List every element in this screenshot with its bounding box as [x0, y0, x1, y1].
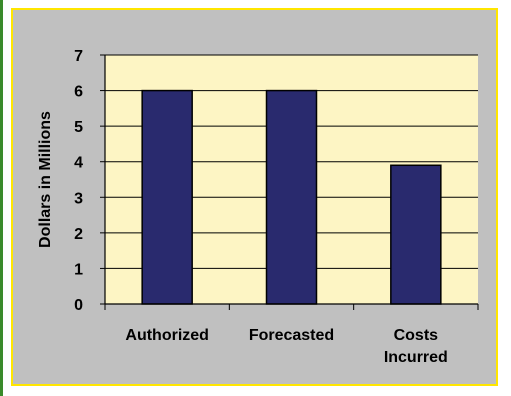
left-edge-rule: [0, 0, 3, 396]
y-tick-label: 1: [74, 261, 83, 278]
bar: [390, 164, 442, 305]
x-category-label: Authorized: [125, 327, 209, 344]
x-category-labels: Authorized Forecasted Costs Incurred: [125, 327, 447, 366]
y-tick-label: 4: [74, 155, 83, 172]
axes: [100, 54, 479, 310]
y-tick-label: 3: [74, 190, 83, 207]
y-axis-title: Dollars in Millions: [37, 111, 54, 248]
bar: [265, 89, 318, 305]
y-tick-label: 2: [74, 226, 83, 243]
x-category-label: Costs: [394, 327, 439, 344]
y-tick-label: 0: [74, 297, 83, 314]
y-tick-label: 7: [74, 48, 83, 65]
y-tick-label: 6: [74, 84, 83, 101]
x-category-label: Incurred: [384, 349, 448, 366]
bar: [141, 89, 193, 305]
y-tick-label: 5: [74, 119, 83, 136]
x-category-label: Forecasted: [249, 327, 334, 344]
y-tick-labels: 0 1 2 3 4 5 6 7: [74, 48, 83, 314]
